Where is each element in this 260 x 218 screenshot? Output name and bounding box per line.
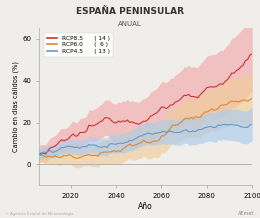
Text: AEmet: AEmet — [238, 211, 255, 216]
X-axis label: Año: Año — [138, 202, 153, 211]
Text: ANUAL: ANUAL — [118, 21, 142, 27]
Text: ESPAÑA PENINSULAR: ESPAÑA PENINSULAR — [76, 7, 184, 15]
Legend: RCP8.5      ( 14 ), RCP6.0      (  6 ), RCP4.5      ( 13 ): RCP8.5 ( 14 ), RCP6.0 ( 6 ), RCP4.5 ( 13… — [44, 33, 113, 57]
Y-axis label: Cambio en dias cálidos (%): Cambio en dias cálidos (%) — [12, 61, 20, 152]
Text: © Agencia Estatal de Meteorología: © Agencia Estatal de Meteorología — [5, 212, 74, 216]
